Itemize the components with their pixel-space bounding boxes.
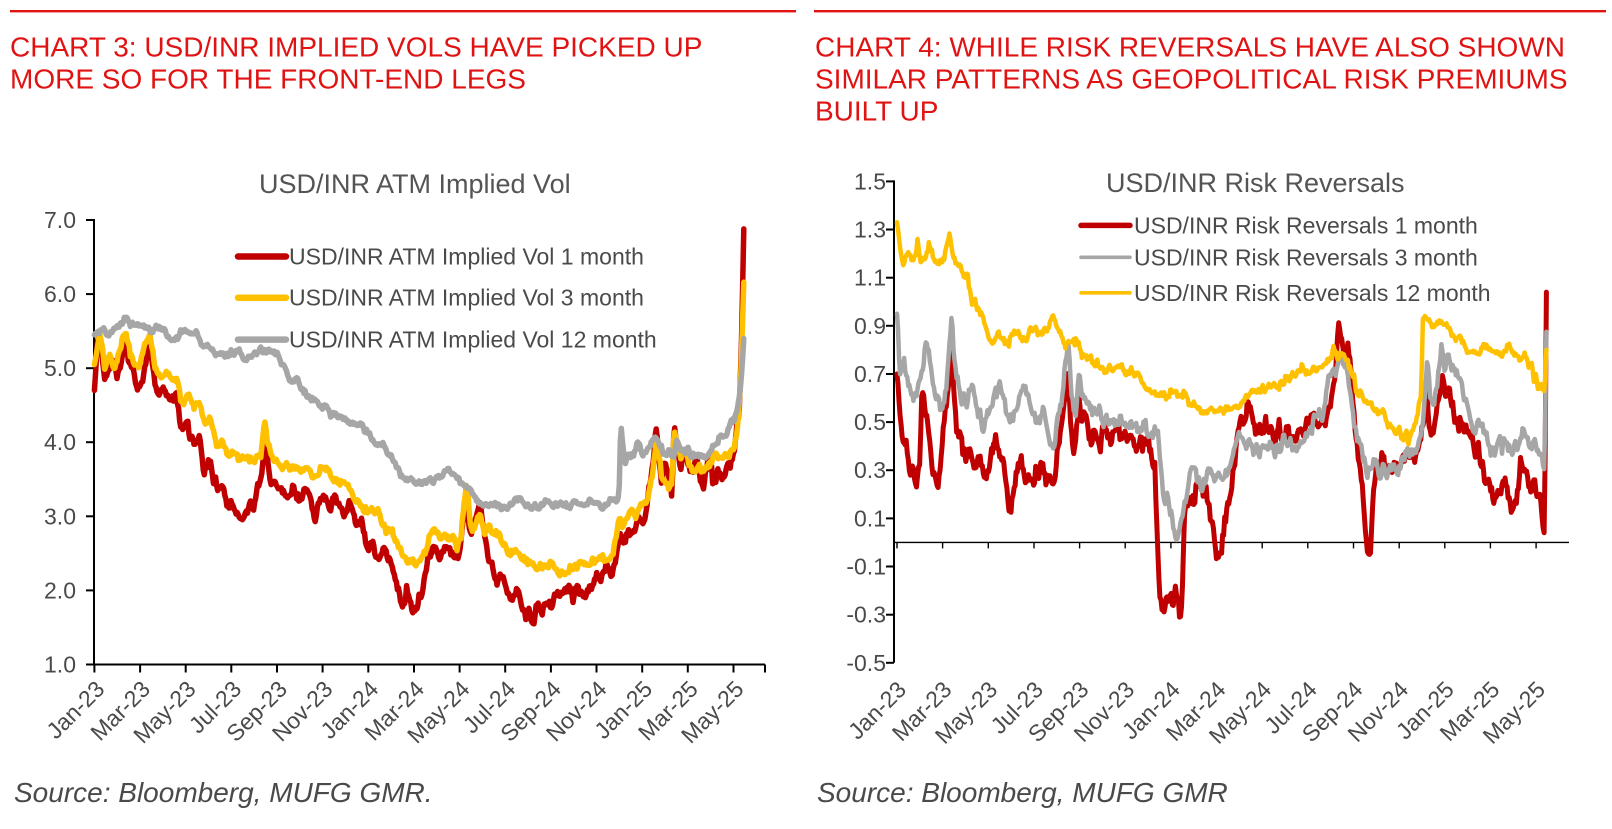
svg-text:USD/INR ATM Implied Vol 3 mont: USD/INR ATM Implied Vol 3 month bbox=[289, 285, 644, 311]
svg-text:USD/INR Risk Reversals 3 month: USD/INR Risk Reversals 3 month bbox=[1134, 244, 1478, 270]
svg-text:USD/INR ATM Implied Vol: USD/INR ATM Implied Vol bbox=[259, 169, 571, 199]
svg-text:Source: Bloomberg, MUFG GMR: Source: Bloomberg, MUFG GMR bbox=[817, 777, 1228, 808]
svg-text:USD/INR Risk Reversals: USD/INR Risk Reversals bbox=[1106, 168, 1405, 198]
svg-text:6.0: 6.0 bbox=[44, 281, 76, 307]
svg-text:4.0: 4.0 bbox=[44, 429, 76, 455]
svg-text:7.0: 7.0 bbox=[44, 207, 76, 233]
svg-text:0.3: 0.3 bbox=[854, 457, 886, 483]
svg-text:BUILT UP: BUILT UP bbox=[815, 96, 938, 127]
svg-text:0.9: 0.9 bbox=[854, 313, 886, 339]
svg-text:1.5: 1.5 bbox=[854, 168, 886, 194]
svg-text:CHART 4: WHILE RISK REVERSALS: CHART 4: WHILE RISK REVERSALS HAVE ALSO … bbox=[815, 32, 1565, 63]
svg-text:-0.5: -0.5 bbox=[846, 650, 886, 676]
svg-text:0.1: 0.1 bbox=[854, 505, 886, 531]
svg-text:CHART 3: USD/INR IMPLIED VOLS: CHART 3: USD/INR IMPLIED VOLS HAVE PICKE… bbox=[10, 32, 702, 63]
svg-text:2.0: 2.0 bbox=[44, 577, 76, 603]
svg-text:Source: Bloomberg, MUFG GMR.: Source: Bloomberg, MUFG GMR. bbox=[14, 777, 433, 808]
svg-text:1.3: 1.3 bbox=[854, 217, 886, 243]
svg-text:USD/INR ATM Implied Vol 12 mon: USD/INR ATM Implied Vol 12 month bbox=[289, 327, 657, 353]
svg-text:USD/INR ATM Implied Vol 1 mont: USD/INR ATM Implied Vol 1 month bbox=[289, 244, 644, 270]
svg-text:5.0: 5.0 bbox=[44, 355, 76, 381]
svg-text:1.1: 1.1 bbox=[854, 265, 886, 291]
svg-text:3.0: 3.0 bbox=[44, 503, 76, 529]
svg-text:0.7: 0.7 bbox=[854, 361, 886, 387]
svg-text:MORE SO FOR THE FRONT-END LEGS: MORE SO FOR THE FRONT-END LEGS bbox=[10, 64, 526, 95]
svg-text:SIMILAR PATTERNS AS GEOPOLITIC: SIMILAR PATTERNS AS GEOPOLITICAL RISK PR… bbox=[815, 64, 1568, 95]
svg-text:USD/INR Risk Reversals 1 month: USD/INR Risk Reversals 1 month bbox=[1134, 212, 1478, 238]
svg-text:0.5: 0.5 bbox=[854, 409, 886, 435]
svg-text:-0.3: -0.3 bbox=[846, 602, 886, 628]
svg-text:USD/INR Risk Reversals 12 mont: USD/INR Risk Reversals 12 month bbox=[1134, 280, 1491, 306]
svg-text:-0.1: -0.1 bbox=[846, 554, 886, 580]
svg-text:1.0: 1.0 bbox=[44, 652, 76, 678]
